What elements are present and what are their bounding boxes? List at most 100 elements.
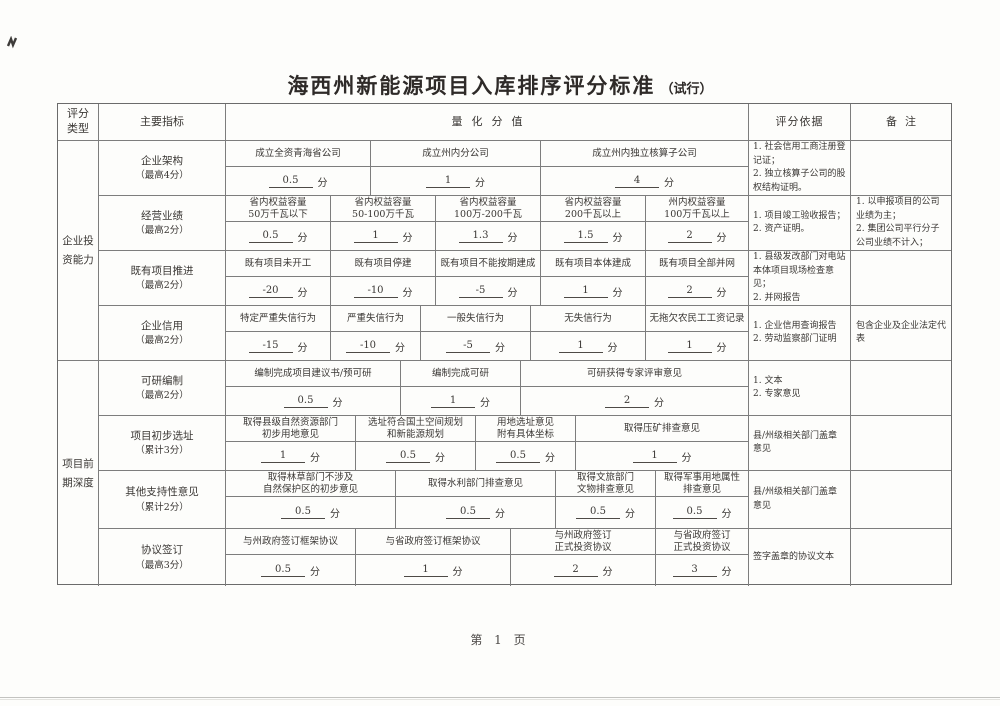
indicator-cell: 企业信用 （最高2分） [99, 306, 226, 360]
quant-score: 0.5 分 [476, 442, 575, 470]
quant-label: 一般失信行为 [421, 306, 530, 332]
indicator-label: 项目初步选址 [130, 429, 194, 442]
scoring-basis-cell: 1. 项目竣工验收报告； 2. 资产证明。 [749, 196, 851, 250]
score-value: 1 [667, 340, 712, 353]
score-unit: 分 [681, 452, 692, 464]
quant-label: 取得军事用地属性 排查意见 [656, 471, 748, 497]
score-value: 0.5 [248, 230, 293, 243]
score-unit: 分 [545, 452, 555, 464]
score-unit: 分 [317, 177, 328, 189]
quant-cell: 省内权益容量 100万-200千瓦 1.3 分 [436, 196, 541, 250]
table-row: 既有项目推进 （最高2分） 既有项目未开工 -20 分 既有项目停建 -10 分 既… [99, 251, 951, 306]
quant-score: 1.3 分 [436, 222, 540, 250]
quant-cell: 既有项目未开工 -20 分 [226, 251, 331, 305]
quant-score: -20 分 [226, 277, 330, 305]
score-unit: 分 [310, 567, 320, 578]
group-project-preliminary-depth: 项目前期深度 [62, 457, 94, 489]
table-body: 企业投资能力 项目前期深度 企业架构 （最高4分） 成立全资青海省公司 0.5 分… [58, 141, 951, 586]
quant-score: 0.5 分 [356, 442, 475, 470]
score-unit: 分 [716, 342, 727, 354]
score-unit: 分 [716, 287, 727, 299]
score-value: 0.5 [281, 506, 325, 519]
quant-label: 取得水利部门排查意见 [396, 471, 555, 497]
indicator-label: 可研编制 [141, 374, 183, 387]
header-main-indicator: 主要指标 [99, 104, 226, 140]
quant-label: 既有项目本体建成 [541, 251, 645, 277]
quant-score: 1.5 分 [541, 222, 645, 250]
score-value: 1 [431, 395, 475, 408]
score-unit: 分 [402, 232, 413, 244]
score-value: 3 [672, 564, 717, 577]
table-row: 企业信用 （最高2分） 特定严重失信行为 -15 分 严重失信行为 -10 分 一般… [99, 306, 951, 361]
indicator-label: 既有项目推进 [130, 264, 194, 277]
table-row: 其他支持性意见 （累计2分） 取得林草部门不涉及 自然保护区的初步意见 0.5 分… [99, 471, 951, 529]
quant-label: 与省政府签订 正式投资协议 [656, 529, 748, 555]
indicator-label: 企业信用 [141, 319, 183, 332]
quant-cell: 取得林草部门不涉及 自然保护区的初步意见 0.5 分 [226, 471, 396, 528]
header-remarks: 备注 [886, 114, 924, 128]
indicator-cap: （最高3分） [135, 559, 189, 571]
remarks-cell: 包含企业及企业法定代表 [856, 320, 947, 345]
indicator-cap: （累计2分） [135, 501, 189, 513]
quant-label: 既有项目未开工 [226, 251, 330, 277]
quant-cell: 一般失信行为 -5 分 [421, 306, 531, 360]
score-unit: 分 [402, 287, 413, 299]
quant-label: 成立全资青海省公司 [226, 141, 370, 167]
quant-cell: 成立全资青海省公司 0.5 分 [226, 141, 371, 195]
quant-area: 特定严重失信行为 -15 分 严重失信行为 -10 分 一般失信行为 -5 分 无失信… [226, 306, 749, 360]
score-unit: 分 [330, 509, 340, 520]
score-unit: 分 [625, 509, 635, 520]
page-title-suffix: （试行） [660, 82, 713, 97]
indicator-cap: （最高2分） [135, 225, 189, 237]
quant-label: 用地选址意见 附有具体坐标 [476, 416, 575, 442]
score-unit: 分 [435, 452, 445, 464]
indicator-label: 协议签订 [141, 544, 183, 556]
quant-label: 严重失信行为 [331, 306, 420, 332]
quant-label: 取得林草部门不涉及 自然保护区的初步意见 [226, 471, 395, 497]
remarks-cell [851, 416, 951, 470]
score-value: 0.5 [576, 506, 620, 519]
quant-score: 0.5 分 [226, 222, 330, 250]
score-value: 0.5 [283, 395, 328, 408]
score-unit: 分 [297, 342, 308, 354]
quant-cell: 特定严重失信行为 -15 分 [226, 306, 331, 360]
header-score-type: 评分 类型 [58, 104, 99, 140]
quant-score: 0.5 分 [656, 497, 748, 528]
score-value: 0.5 [496, 450, 540, 463]
score-value: 4 [615, 175, 659, 188]
indicator-label: 经营业绩 [141, 209, 183, 222]
scoring-basis-cell: 签字盖章的协议文本 [749, 529, 851, 586]
remarks-cell [851, 251, 951, 305]
score-value: 1 [403, 564, 448, 577]
quant-area: 既有项目未开工 -20 分 既有项目停建 -10 分 既有项目不能按期建成 -5 分 … [226, 251, 749, 305]
score-value: 2 [667, 285, 712, 298]
quant-score: 0.5 分 [226, 387, 400, 415]
score-value: -5 [458, 285, 503, 298]
quant-cell: 严重失信行为 -10 分 [331, 306, 421, 360]
quant-score: 0.5 分 [556, 497, 655, 528]
quant-label: 无拖欠农民工工资记录 [646, 306, 748, 332]
indicator-cell: 既有项目推进 （最高2分） [99, 251, 226, 305]
score-unit: 分 [395, 342, 405, 354]
scoring-basis-cell: 县/州级相关部门盖章意见 [749, 471, 851, 528]
quant-score: 0.5 分 [226, 167, 370, 195]
quant-label: 既有项目全部并网 [646, 251, 748, 277]
score-unit: 分 [612, 287, 623, 299]
quant-score: -10 分 [331, 277, 435, 305]
score-unit: 分 [297, 232, 308, 244]
quant-label: 特定严重失信行为 [226, 306, 330, 332]
quant-score: -5 分 [436, 277, 540, 305]
